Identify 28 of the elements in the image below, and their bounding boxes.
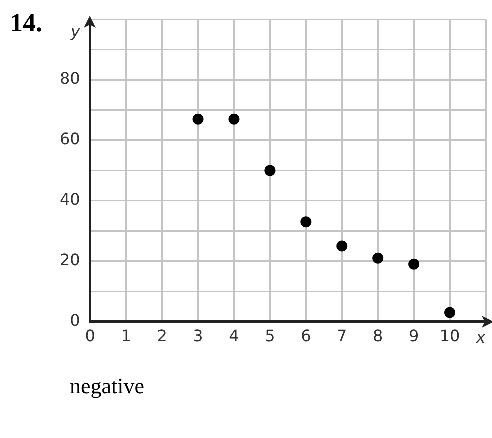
point xyxy=(264,165,276,176)
x-tick-label: 1 xyxy=(121,326,132,346)
x-tick-label: 2 xyxy=(157,326,168,346)
x-tick-label: 9 xyxy=(408,326,420,346)
y-tick-label: 40 xyxy=(60,190,80,210)
point xyxy=(408,258,420,270)
point xyxy=(192,114,204,125)
x-tick-label: 10 xyxy=(440,326,460,346)
point xyxy=(300,216,312,228)
chart-title: 14. xyxy=(10,8,42,38)
x-tick-label: 0 xyxy=(85,326,96,346)
point xyxy=(372,252,384,264)
y-tick-label: 60 xyxy=(60,130,80,149)
y-tick-label: 80 xyxy=(60,69,80,88)
x-tick-label: 3 xyxy=(193,326,204,346)
x-tick-label: 5 xyxy=(265,326,276,346)
point xyxy=(228,114,240,125)
point xyxy=(336,240,348,252)
text: negative xyxy=(70,374,145,399)
y-tick-label: 0 xyxy=(70,310,80,330)
x-tick-label: 8 xyxy=(373,326,384,346)
y-axis-title: y xyxy=(70,22,81,41)
x-tick-label: 7 xyxy=(337,326,348,346)
y-tick-label: 20 xyxy=(60,250,80,270)
point xyxy=(444,307,456,318)
x-tick-label: 6 xyxy=(301,326,312,346)
x-tick-label: 4 xyxy=(229,326,240,346)
x-axis-title: x xyxy=(475,328,486,347)
